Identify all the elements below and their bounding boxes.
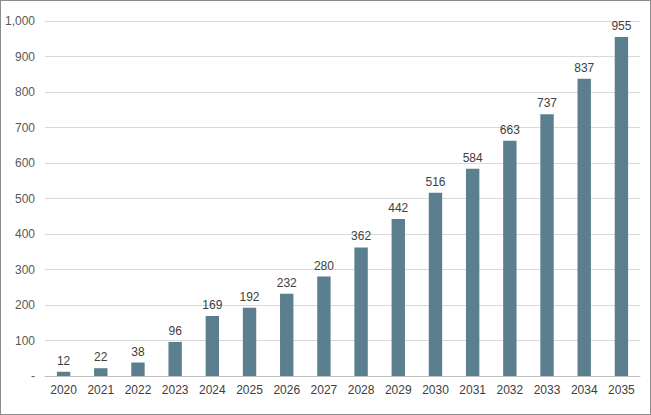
svg-text:700: 700 bbox=[15, 121, 35, 135]
svg-text:500: 500 bbox=[15, 192, 35, 206]
svg-text:516: 516 bbox=[425, 175, 445, 189]
svg-text:169: 169 bbox=[202, 298, 222, 312]
svg-text:200: 200 bbox=[15, 298, 35, 312]
svg-text:12: 12 bbox=[57, 354, 71, 368]
svg-text:600: 600 bbox=[15, 156, 35, 170]
svg-text:1,000: 1,000 bbox=[5, 14, 35, 28]
svg-text:2030: 2030 bbox=[422, 383, 449, 397]
svg-text:584: 584 bbox=[463, 151, 483, 165]
svg-text:955: 955 bbox=[611, 19, 631, 33]
svg-text:837: 837 bbox=[574, 61, 594, 75]
svg-text:192: 192 bbox=[240, 290, 260, 304]
svg-text:2025: 2025 bbox=[236, 383, 263, 397]
svg-text:2027: 2027 bbox=[311, 383, 338, 397]
svg-text:96: 96 bbox=[168, 324, 182, 338]
svg-text:2023: 2023 bbox=[162, 383, 189, 397]
svg-text:-: - bbox=[31, 369, 35, 383]
svg-text:2028: 2028 bbox=[348, 383, 375, 397]
svg-text:900: 900 bbox=[15, 50, 35, 64]
svg-text:737: 737 bbox=[537, 96, 557, 110]
svg-text:2026: 2026 bbox=[273, 383, 300, 397]
svg-text:2032: 2032 bbox=[496, 383, 523, 397]
svg-text:2020: 2020 bbox=[50, 383, 77, 397]
svg-text:38: 38 bbox=[131, 345, 145, 359]
svg-text:800: 800 bbox=[15, 85, 35, 99]
svg-text:232: 232 bbox=[277, 276, 297, 290]
svg-text:22: 22 bbox=[94, 350, 108, 364]
svg-text:280: 280 bbox=[314, 259, 334, 273]
svg-text:400: 400 bbox=[15, 227, 35, 241]
svg-text:300: 300 bbox=[15, 263, 35, 277]
svg-text:362: 362 bbox=[351, 229, 371, 243]
svg-text:2033: 2033 bbox=[534, 383, 561, 397]
svg-text:2024: 2024 bbox=[199, 383, 226, 397]
svg-text:2035: 2035 bbox=[608, 383, 635, 397]
svg-text:100: 100 bbox=[15, 334, 35, 348]
svg-text:2022: 2022 bbox=[125, 383, 152, 397]
svg-text:442: 442 bbox=[388, 201, 408, 215]
svg-text:2031: 2031 bbox=[459, 383, 486, 397]
svg-text:2021: 2021 bbox=[87, 383, 114, 397]
svg-text:2029: 2029 bbox=[385, 383, 412, 397]
svg-text:663: 663 bbox=[500, 123, 520, 137]
svg-text:2034: 2034 bbox=[571, 383, 598, 397]
